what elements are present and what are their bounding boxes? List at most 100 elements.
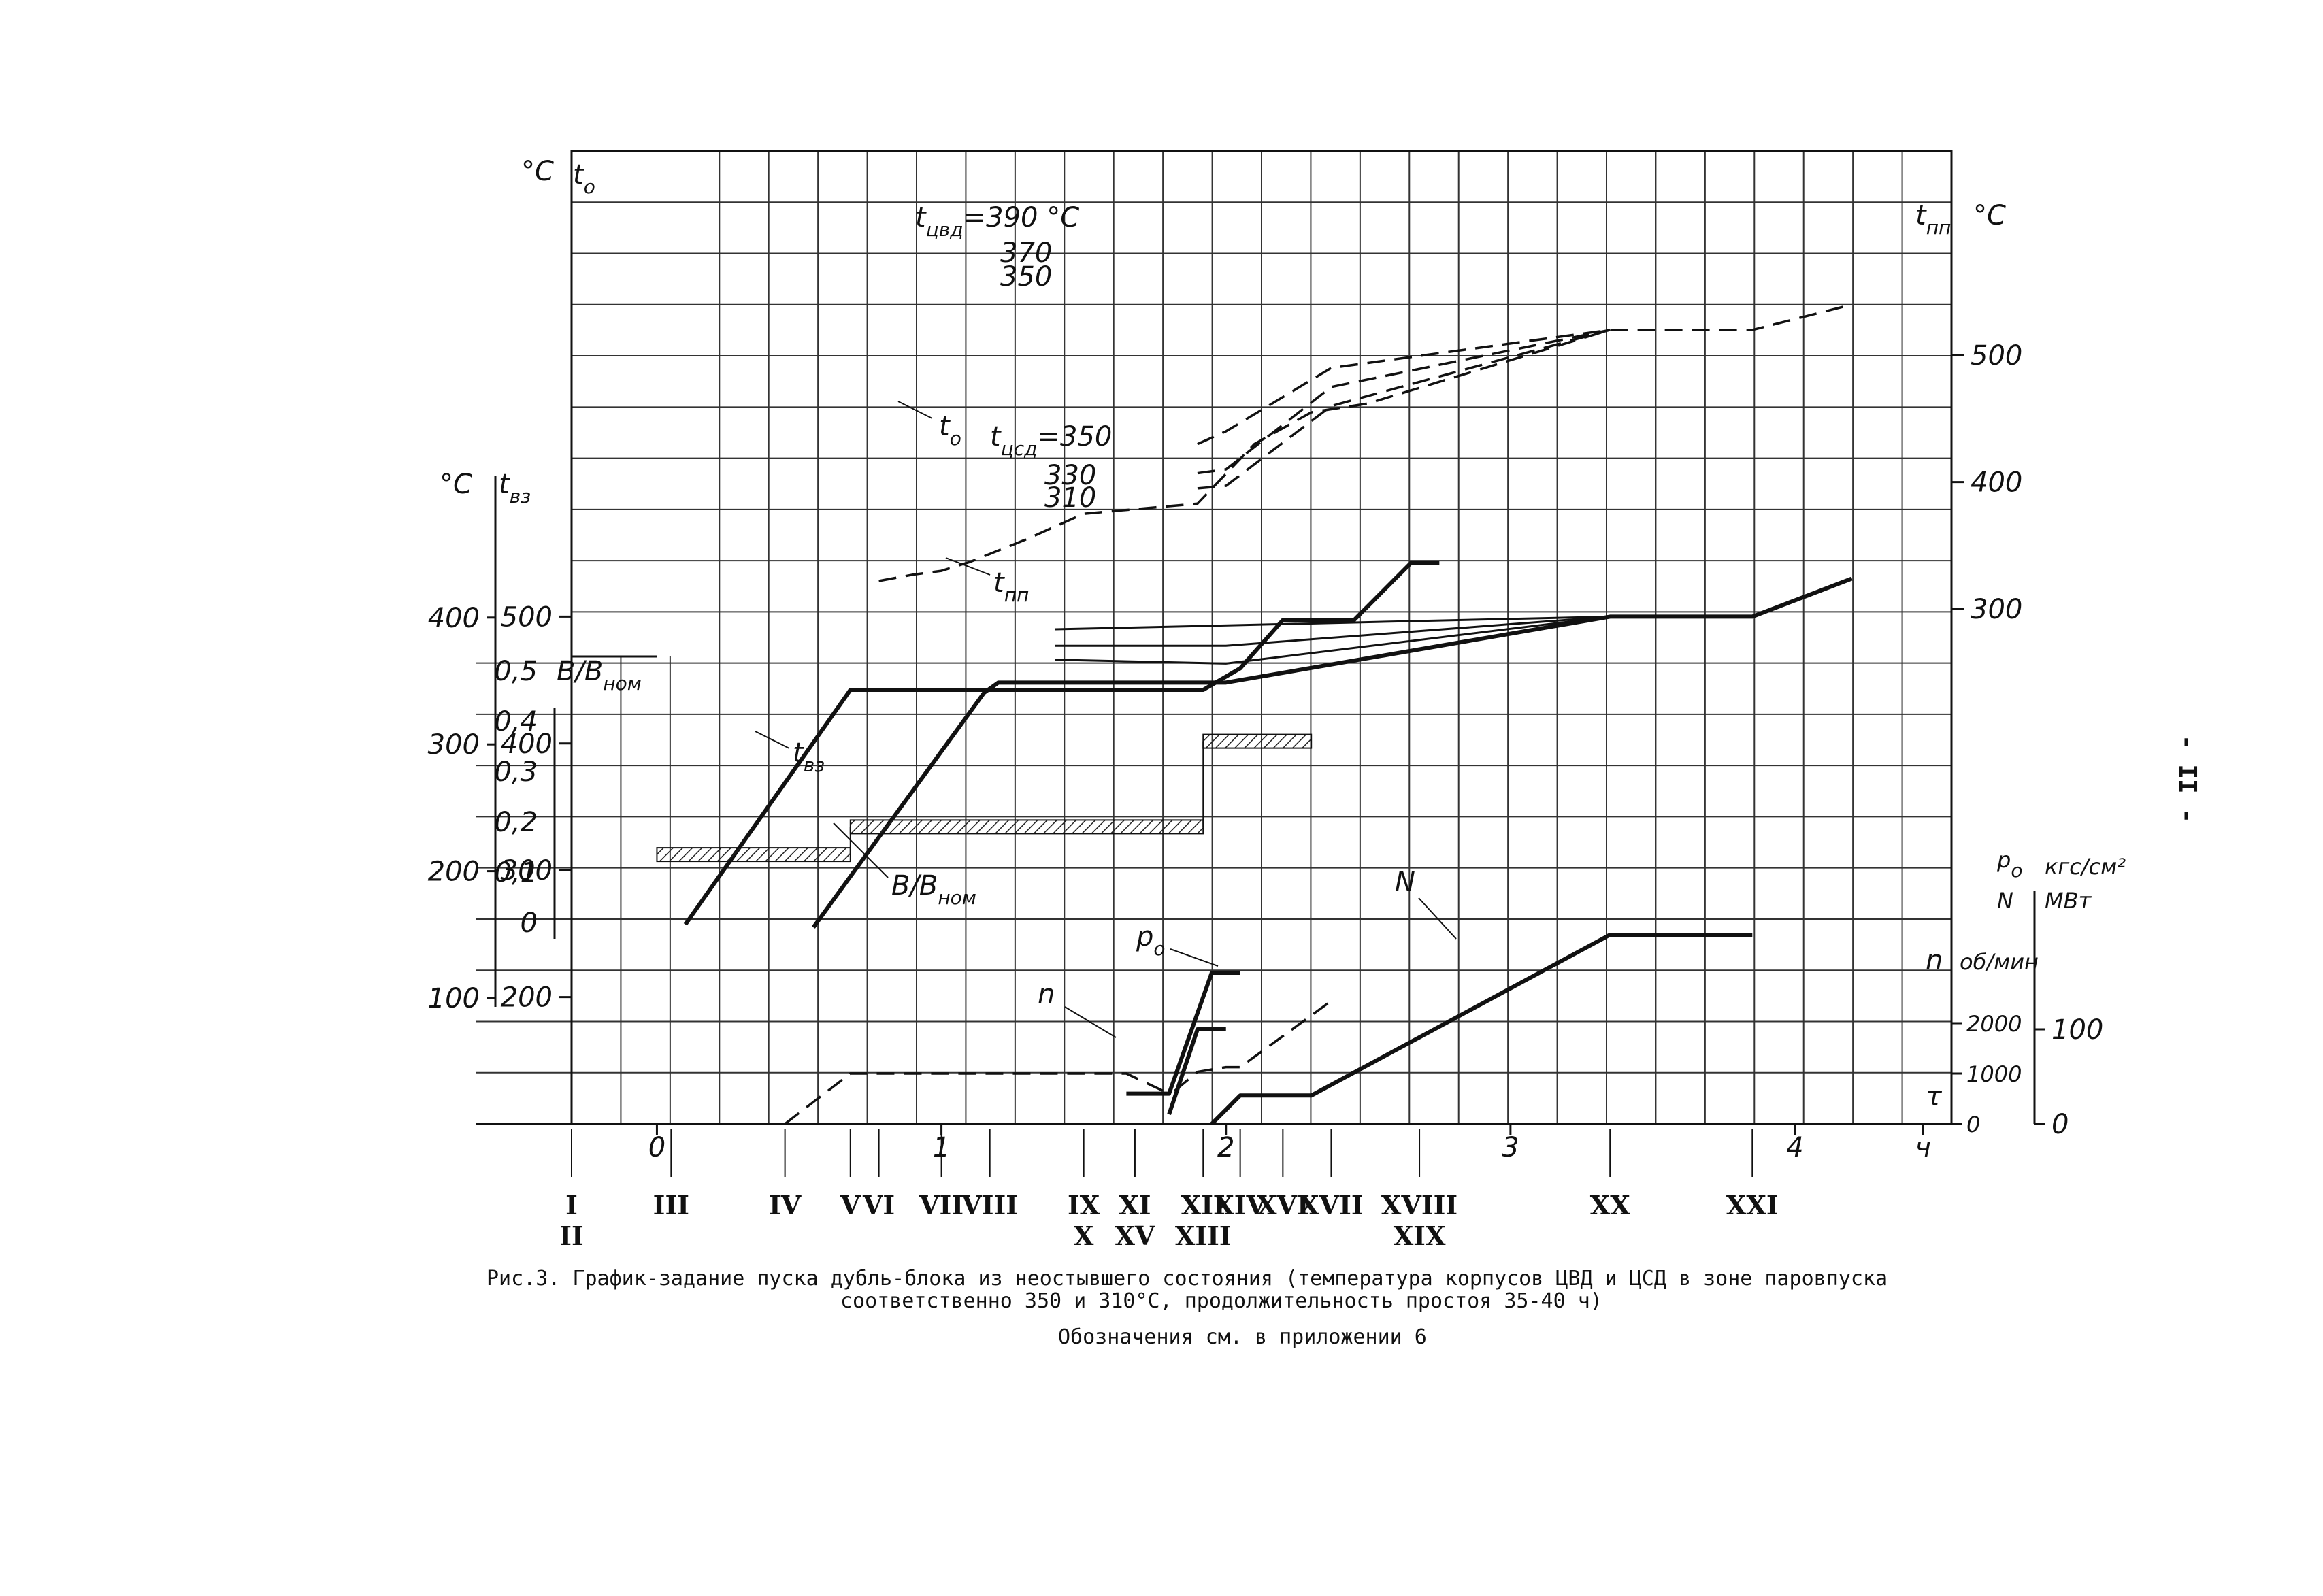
- t0-tick-label: 200: [501, 982, 553, 1014]
- t0-tick-label: 400: [501, 729, 553, 760]
- x-tick-label: 3: [1502, 1132, 1519, 1163]
- leader-b: [833, 822, 889, 878]
- pN-unit-1: кгс/см²: [2045, 854, 2126, 880]
- event-label: IV: [769, 1190, 802, 1220]
- b-tick-label: 0,4: [494, 706, 538, 737]
- tpp-tick-label: 300: [1971, 594, 2022, 625]
- tau-axis-name: τ: [1926, 1081, 1943, 1112]
- tpp-tick-label: 500: [1971, 340, 2022, 371]
- x-tick-label: 0: [648, 1132, 665, 1163]
- tvz-tick-label: 200: [428, 857, 480, 888]
- series-tau: [784, 1072, 1170, 1125]
- b-tick-label: 0,5: [494, 656, 538, 687]
- event-label: I: [565, 1190, 578, 1220]
- n-unit: об/мин: [1960, 949, 2039, 975]
- series-b-segment: [849, 819, 1204, 835]
- leader-p0: [1170, 948, 1219, 967]
- tpp-axis-name: tпп: [1915, 200, 1951, 239]
- event-label: VIII: [961, 1190, 1018, 1220]
- event-label: XVI: [1257, 1190, 1309, 1220]
- n-tick-label: 1000: [1966, 1061, 2022, 1087]
- event-label: III: [653, 1190, 689, 1220]
- label-tcvd: tцвд=390 °С: [915, 202, 1079, 241]
- event-label: XVII: [1299, 1190, 1364, 1220]
- event-label-2: XV: [1115, 1220, 1155, 1251]
- p0-axis-name: pо: [1996, 847, 2022, 882]
- event-label: VI: [862, 1190, 895, 1220]
- label-tcvd-370: 370: [1000, 237, 1052, 269]
- pN-tick-label: 0: [2052, 1109, 2069, 1140]
- tpp-tick-label: 400: [1971, 467, 2022, 499]
- series-tcsd_350: [1197, 329, 1611, 446]
- event-label: IX: [1068, 1190, 1100, 1220]
- tvz-tick-label: 100: [428, 983, 480, 1014]
- series-tpp: [878, 303, 1853, 582]
- leader-tpp: [945, 557, 991, 576]
- t0-tick-label: 300: [501, 855, 553, 886]
- caption-line-2: соответственно 350 и 310°С, продолжитель…: [840, 1289, 1602, 1313]
- b-tick-label: 0,3: [494, 757, 538, 788]
- chart-series: [656, 303, 1853, 1126]
- label-tcsd: tцсд=350: [990, 421, 1112, 460]
- b-tick-label: 0: [521, 908, 538, 939]
- event-label: XX: [1590, 1190, 1630, 1220]
- chart-grid: [476, 150, 1952, 1125]
- label-tcsd-330: 330: [1044, 460, 1096, 491]
- event-label: V: [840, 1190, 861, 1220]
- event-label-2: XIX: [1394, 1220, 1446, 1251]
- label-tcvd-350: 350: [1000, 261, 1052, 293]
- series-p0: [1174, 999, 1332, 1092]
- caption-line-3: Обозначения см. в приложении 6: [1058, 1325, 1427, 1349]
- n-tick-label: 0: [1966, 1112, 1980, 1137]
- pN-unit-2: МВт: [2045, 888, 2092, 914]
- event-label: XII: [1181, 1190, 1225, 1220]
- page-number: - II -: [2173, 735, 2201, 824]
- b-tick-label: 0,1: [494, 857, 538, 888]
- label-t0: tо: [939, 411, 961, 450]
- t0-axis-name: tо: [573, 159, 595, 198]
- event-label: VII: [919, 1190, 963, 1220]
- label-tcsd-310: 310: [1044, 482, 1096, 514]
- t0-tick-label: 500: [501, 601, 553, 633]
- series-b-segment: [1202, 733, 1313, 749]
- tpp-unit: °C: [1973, 200, 2006, 231]
- series-t0: [811, 576, 1853, 929]
- N-axis-name: N: [1997, 888, 2013, 914]
- event-label: XVIII: [1381, 1190, 1457, 1220]
- n-axis-name: n: [1926, 945, 1943, 976]
- series-N: [1210, 933, 1753, 1126]
- event-label-2: XIII: [1175, 1220, 1232, 1251]
- label-p0: pо: [1136, 921, 1166, 960]
- x-tick-label: 2: [1217, 1132, 1234, 1163]
- b-tick-label: 0,2: [494, 807, 538, 838]
- event-label: XI: [1119, 1190, 1151, 1220]
- pN-tick-label: 100: [2052, 1014, 2103, 1046]
- series-tcvd_390: [1055, 615, 1611, 631]
- series-n: [1126, 971, 1240, 1096]
- event-label: XXI: [1726, 1190, 1779, 1220]
- series-p0_solid: [1167, 1027, 1226, 1116]
- series-tcvd_370: [1055, 615, 1611, 647]
- series-tcsd_330: [1197, 329, 1611, 475]
- label-b: B/Bном: [891, 870, 976, 909]
- tvz-axis-name: tвз: [499, 469, 531, 508]
- x-tick-label: ч: [1915, 1132, 1931, 1163]
- caption-line-1: Рис.3. График-задание пуска дубль-блока …: [487, 1267, 1888, 1291]
- tvz-unit: °C: [440, 469, 472, 500]
- label-tpp: tпп: [993, 567, 1029, 606]
- series-b-segment: [656, 847, 851, 863]
- label-tvz: tвз: [793, 737, 825, 776]
- label-N: N: [1395, 867, 1415, 898]
- event-label: XIV: [1214, 1190, 1267, 1220]
- series-tcvd_350: [1055, 615, 1611, 665]
- leader-t0: [897, 401, 933, 419]
- label-n: n: [1038, 979, 1055, 1010]
- t0-unit: °C: [521, 156, 554, 187]
- series-tvz: [683, 561, 1440, 926]
- x-tick-label: 4: [1786, 1132, 1803, 1163]
- leader-n: [1064, 1006, 1117, 1038]
- n-tick-label: 2000: [1966, 1011, 2022, 1037]
